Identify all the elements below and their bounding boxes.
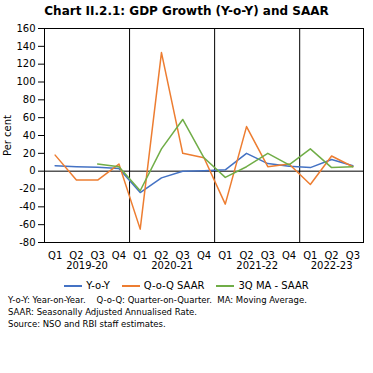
html-text:3Q MA - SAAR: 3Q MA - SAAR (238, 280, 309, 291)
html-text:SAAR: Seasonally Adjusted Annu: SAAR: Seasonally Adjusted Annualised Rat… (8, 307, 197, 317)
svg-text:160: 160 (16, 23, 35, 34)
svg-text:-60: -60 (19, 219, 35, 230)
svg-text:80: 80 (23, 94, 36, 105)
svg-text:Q1: Q1 (303, 249, 318, 261)
svg-text:100: 100 (16, 76, 35, 87)
svg-text:Q3: Q3 (175, 249, 190, 261)
svg-text:0: 0 (29, 165, 35, 176)
svg-text:Q2: Q2 (324, 249, 339, 261)
svg-text:Per cent: Per cent (2, 115, 13, 156)
html-text:Y-o-Y: Year-on-Year. Q-o-Q: Qu: Y-o-Y: Year-on-Year. Q-o-Q: Quarter-on-Q… (8, 295, 307, 305)
svg-text:Q4: Q4 (112, 250, 126, 261)
svg-text:2022-23: 2022-23 (311, 260, 353, 271)
svg-text:2019-20: 2019-20 (66, 260, 108, 271)
svg-text:Q1: Q1 (218, 250, 232, 261)
svg-text:Q3: Q3 (90, 249, 105, 261)
html-text:Q-o-Q SAAR: Q-o-Q SAAR (143, 280, 205, 291)
html-text:Y-o-Y: Y-o-Y (86, 280, 110, 291)
svg-text:Q4: Q4 (282, 250, 296, 261)
html-text:Source: NSO and RBI staff esti: Source: NSO and RBI staff estimates. (8, 319, 166, 329)
svg-text:Q3: Q3 (345, 249, 360, 261)
svg-text:60: 60 (23, 112, 36, 123)
html-text:Chart II.2.1: GDP Growth (Y-o-: Chart II.2.1: GDP Growth (Y-o-Y) and SAA… (44, 4, 329, 18)
svg-text:Q2: Q2 (154, 249, 169, 261)
svg-text:2021-22: 2021-22 (236, 260, 278, 271)
svg-text:-20: -20 (19, 183, 35, 194)
svg-text:20: 20 (23, 148, 36, 159)
svg-text:Q2: Q2 (69, 249, 84, 261)
svg-text:140: 140 (16, 41, 35, 52)
svg-text:-80: -80 (19, 237, 35, 248)
svg-text:Q1: Q1 (48, 250, 62, 261)
svg-text:40: 40 (23, 130, 36, 141)
svg-text:Q4: Q4 (197, 250, 211, 261)
svg-text:Q2: Q2 (239, 249, 254, 261)
svg-text:-40: -40 (19, 201, 35, 212)
svg-text:2020-21: 2020-21 (151, 260, 193, 271)
svg-text:Q3: Q3 (260, 249, 275, 261)
svg-text:120: 120 (16, 58, 35, 69)
svg-text:Q1: Q1 (133, 250, 147, 261)
